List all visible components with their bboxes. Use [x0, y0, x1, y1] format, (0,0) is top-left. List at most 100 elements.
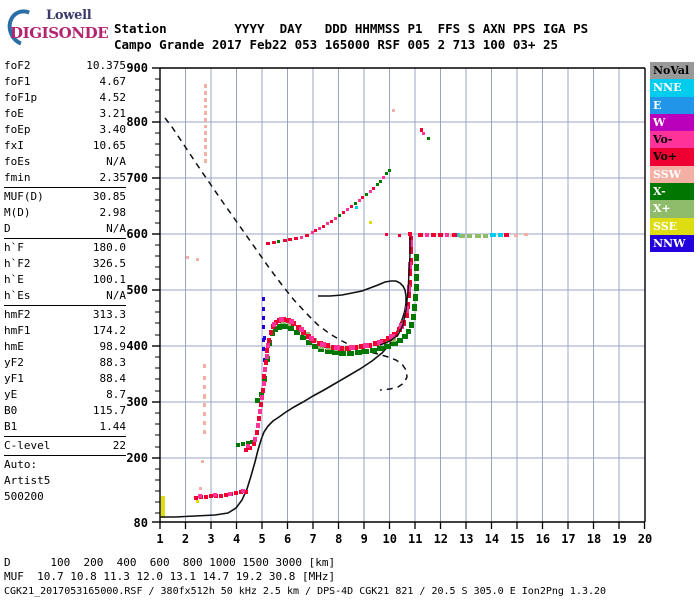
param-value: 3.21 [99, 107, 127, 120]
param-row-fmin: fmin 2.35 [4, 170, 126, 186]
footer-muf-row: MUF 10.7 10.8 11.3 12.0 13.1 14.7 19.2 3… [4, 570, 336, 583]
param-key: MUF(D) [4, 190, 44, 203]
y-axis-ticks [152, 67, 160, 523]
param-value: 10.375 [86, 59, 126, 72]
y-tick-600: 600 [126, 227, 148, 241]
param-key: foEp [4, 123, 31, 136]
param-key: foF1 [4, 75, 31, 88]
header-labels-row: Station YYYY DAY DDD HHMMSS P1 FFS S AXN… [114, 21, 589, 36]
param-row-fxi: fxI 10.65 [4, 138, 126, 154]
param-row-hmf2: hmF2 313.3 [4, 307, 126, 323]
legend-item-nnw[interactable]: NNW [650, 234, 694, 253]
x-plus-trace-echoes [280, 320, 396, 351]
x-tick-19: 19 [612, 532, 626, 546]
header-values-row: Campo Grande 2017 Feb22 053 165000 RSF 0… [114, 37, 559, 52]
x-tick-4: 4 [233, 532, 240, 546]
plot-axes [159, 67, 646, 523]
footer-filename-row: CGK21_2017053165000.RSF / 380fx512h 50 k… [4, 586, 607, 597]
x-tick-13: 13 [459, 532, 473, 546]
param-value: N/A [106, 289, 126, 302]
y-tick-300: 300 [126, 395, 148, 409]
param-key: yF1 [4, 372, 24, 385]
legend-item-nne[interactable]: NNE [650, 79, 694, 97]
y-axis-labels: 900 800 700 600 500 400 300 200 80 [126, 61, 148, 530]
param-value: 10.65 [92, 139, 126, 152]
param-key: M(D) [4, 206, 31, 219]
param-value: 100.1 [92, 273, 126, 286]
auto-scaler-line: Artist5 [4, 474, 51, 487]
legend-item-vo[interactable]: Vo+ [650, 148, 694, 166]
nnw-noise-points [262, 297, 266, 380]
param-key: fxI [4, 139, 24, 152]
legend-item-vo[interactable]: Vo- [650, 131, 694, 149]
logo-lowell-text: Lowell [46, 8, 92, 23]
param-key: fmin [4, 171, 31, 184]
param-key: h`Es [4, 289, 31, 302]
param-value: 8.7 [106, 388, 126, 401]
x-tick-14: 14 [485, 532, 499, 546]
x-tick-15: 15 [510, 532, 524, 546]
param-key: B1 [4, 420, 18, 433]
lowell-digisonde-logo: Lowell DIGISONDE [1, 3, 118, 53]
x-tick-17: 17 [561, 532, 575, 546]
param-value: N/A [106, 222, 126, 235]
x-tick-18: 18 [587, 532, 601, 546]
param-key: h`E [4, 273, 24, 286]
x-axis-ticks [159, 522, 646, 529]
x-tick-1: 1 [156, 532, 163, 546]
param-row-yf1: yF1 88.4 [4, 371, 126, 387]
x-tick-12: 12 [434, 532, 448, 546]
param-row-hes: h`Es N/A [4, 288, 126, 304]
echo-direction-legend: NoVal NNE E W Vo- Vo+ SSW X- X+ SSE NNW [650, 62, 694, 253]
param-value: 30.85 [92, 190, 126, 203]
param-row-ye: yE 8.7 [4, 387, 126, 403]
param-value: 1.44 [99, 420, 127, 433]
param-row-yf2: yF2 88.3 [4, 355, 126, 371]
legend-item-e[interactable]: E [650, 96, 694, 114]
x-tick-6: 6 [284, 532, 291, 546]
o-minus-trace-echoes [198, 240, 413, 498]
misc-echo-points [161, 206, 460, 518]
x-axis-labels: 1 2 3 4 5 6 7 8 9 10 11 12 13 14 15 16 17 18 19 20 [156, 532, 652, 546]
param-row-hf2: h`F2 326.5 [4, 256, 126, 272]
param-value: 4.67 [99, 75, 127, 88]
param-value: 22 [112, 439, 126, 452]
param-row-fof1p: foF1p 4.52 [4, 90, 126, 106]
ionospheric-parameters-panel: foF2 10.375 foF1 4.67 foF1p 4.52 foE 3.21 foEp 3.… [4, 58, 126, 505]
x-tick-16: 16 [536, 532, 550, 546]
param-row-he: h`E 100.1 [4, 272, 126, 288]
param-row-md: M(D) 2.98 [4, 205, 126, 221]
auto-scaler-line: 500200 [4, 490, 44, 503]
param-key: B0 [4, 404, 18, 417]
param-row-foe: foE 3.21 [4, 106, 126, 122]
param-value: 2.35 [99, 171, 127, 184]
param-value: N/A [106, 155, 126, 168]
param-key: foF1p [4, 91, 38, 104]
legend-item-x[interactable]: X- [650, 183, 694, 201]
legend-item-sse[interactable]: SSE [650, 217, 694, 235]
param-key: C-level [4, 439, 51, 452]
x-tick-2: 2 [182, 532, 189, 546]
footer-distance-row: D 100 200 400 600 800 1000 1500 3000 [km… [4, 556, 336, 569]
param-value: 88.3 [99, 356, 127, 369]
param-row-hme: hmE 98.9 [4, 339, 126, 355]
param-value: 115.7 [92, 404, 126, 417]
param-row-fof1: foF1 4.67 [4, 74, 126, 90]
param-value: 98.9 [99, 340, 127, 353]
legend-item-noval[interactable]: NoVal [650, 62, 694, 80]
logo-digisonde-text: DIGISONDE [10, 24, 109, 42]
legend-item-x[interactable]: X+ [650, 200, 694, 218]
param-group-divider [4, 187, 126, 188]
param-key: foF2 [4, 59, 31, 72]
second-hop-f2-trace [266, 128, 430, 245]
param-row-d: D N/A [4, 221, 126, 237]
param-key: yE [4, 388, 18, 401]
horizontal-echo-band [385, 232, 528, 238]
x-tick-20: 20 [638, 532, 652, 546]
param-key: foE [4, 107, 24, 120]
param-value: 88.4 [99, 372, 127, 385]
legend-item-w[interactable]: W [650, 113, 694, 132]
param-key: hmF1 [4, 324, 31, 337]
plot-gridlines [160, 67, 645, 522]
legend-item-ssw[interactable]: SSW [650, 165, 694, 184]
